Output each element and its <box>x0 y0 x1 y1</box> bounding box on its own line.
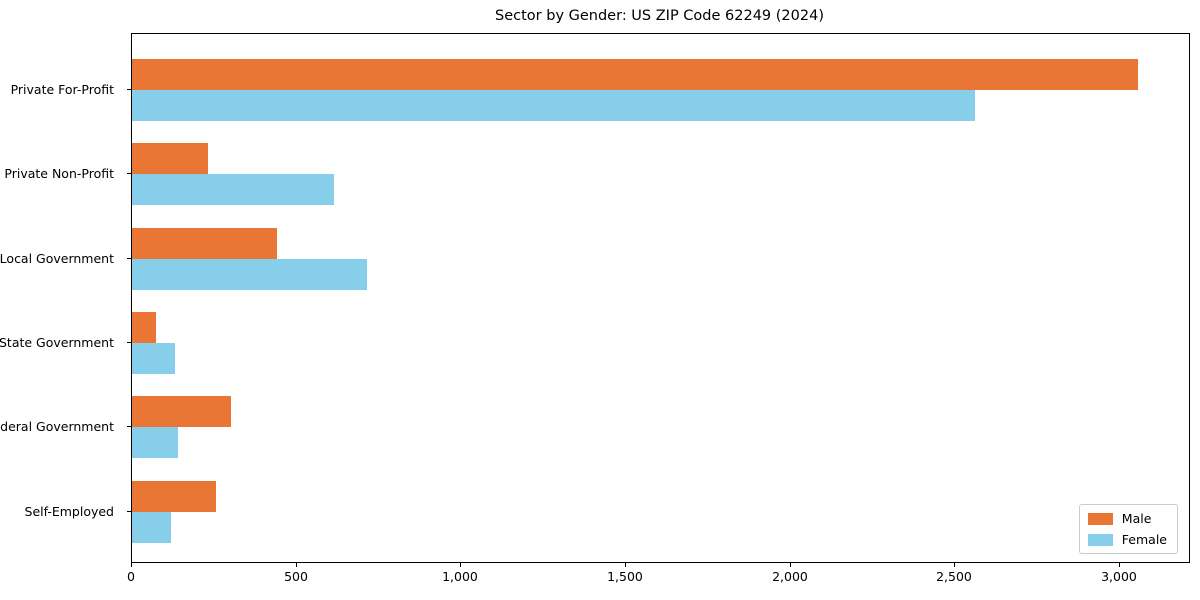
legend-item-male: Male <box>1087 511 1167 526</box>
legend-label-female: Female <box>1121 532 1167 547</box>
bar-female-state-government <box>132 342 175 374</box>
y-axis-label-local-government: Local Government <box>0 250 114 266</box>
bar-female-federal-government <box>132 427 178 459</box>
x-axis-tick-label-2-000: 2,000 <box>772 569 808 584</box>
plot-area: Private For-Profit Private Non-Profit Loca… <box>0 33 1190 563</box>
bar-female-self-employed <box>132 511 171 543</box>
legend-swatch-female-icon <box>1087 533 1113 546</box>
y-axis-label-federal-government: Federal Government <box>0 419 114 435</box>
x-axis-tick-500 <box>296 563 297 567</box>
x-axis-tick-label-0: 0 <box>127 569 135 584</box>
y-axis-label-state-government: State Government <box>0 334 114 350</box>
bar-female-local-government <box>132 258 367 290</box>
legend-label-male: Male <box>1121 511 1152 526</box>
x-axis-tick-2-000 <box>790 563 791 567</box>
x-axis-tick-label-500: 500 <box>284 569 308 584</box>
y-axis-tick-federal-government <box>127 426 131 428</box>
legend-item-female: Female <box>1087 532 1167 547</box>
x-axis-tick-3-000 <box>1119 563 1120 567</box>
y-axis-tick-local-government <box>127 257 131 259</box>
x-axis-tick-label-1-000: 1,000 <box>442 569 478 584</box>
x-axis-tick-label-1-500: 1,500 <box>607 569 643 584</box>
y-axis-tick-private-non-profit <box>127 173 131 175</box>
y-axis-label-self-employed: Self-Employed <box>24 503 114 519</box>
x-axis-tick-1-000 <box>460 563 461 567</box>
legend: Male Female <box>1078 504 1178 554</box>
bar-male-state-government <box>132 311 156 343</box>
y-axis-tick-state-government <box>127 341 131 343</box>
y-axis-label-private-non-profit: Private Non-Profit <box>4 166 114 182</box>
x-axis-tick-2-500 <box>954 563 955 567</box>
x-axis-tick-label-3-000: 3,000 <box>1101 569 1137 584</box>
bar-male-local-government <box>132 227 277 259</box>
bar-male-self-employed <box>132 480 216 512</box>
y-axis-tick-self-employed <box>127 510 131 512</box>
bar-female-private-non-profit <box>132 174 334 206</box>
bar-male-private-non-profit <box>132 143 208 175</box>
y-axis-tick-private-for-profit <box>127 89 131 90</box>
legend-swatch-male-icon <box>1087 512 1113 525</box>
chart-title: Sector by Gender: US ZIP Code 62249 (202… <box>495 8 824 24</box>
bar-male-private-for-profit <box>132 59 1138 90</box>
x-axis-tick-1-500 <box>625 563 626 567</box>
x-axis-tick-label-2-500: 2,500 <box>936 569 972 584</box>
y-axis-label-private-for-profit: Private For-Profit <box>10 82 114 97</box>
x-axis-tick-0 <box>131 563 132 567</box>
bar-male-federal-government <box>132 396 231 428</box>
bar-female-private-for-profit <box>132 90 975 121</box>
